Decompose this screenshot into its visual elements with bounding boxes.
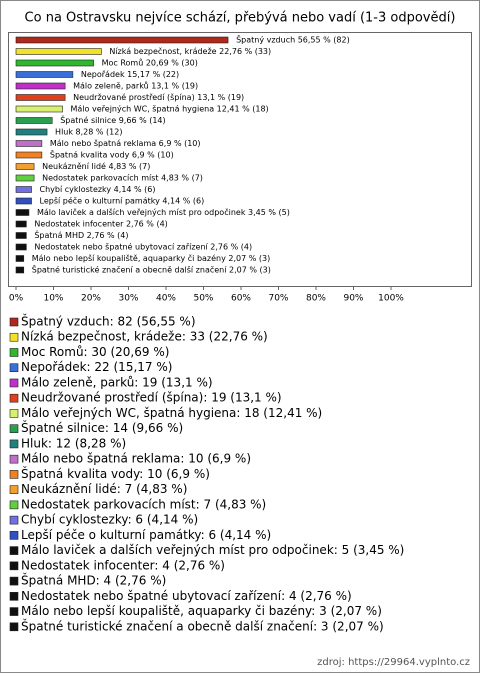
source: zdroj: https://29964.vyplnto.cz [317, 657, 470, 668]
bar-label: Málo nebo špatná reklama 6,9 % (10) [50, 138, 201, 148]
bar-label: Málo veřejných WC, špatná hygiena 12,41 … [71, 104, 269, 114]
bar-label: Málo laviček a dalších veřejných míst pr… [37, 207, 290, 217]
legend-label: Špatný vzduch: 82 (56,55 %) [21, 314, 196, 329]
legend-label: Špatné turistické značení a obecně další… [21, 618, 384, 633]
x-tick-label: 50% [193, 294, 213, 304]
x-tick-label: 70% [268, 294, 288, 304]
bar-label: Neudržované prostředí (špína) 13,1 % (19… [73, 92, 244, 102]
bar [15, 220, 27, 228]
legend-swatch [9, 607, 19, 616]
bar [15, 117, 53, 124]
legend-label: Lepší péče o kulturní památky: 6 (4,14 %… [21, 528, 271, 542]
bar-label: Špatná kvalita vody 6,9 % (10) [50, 149, 174, 160]
bar [15, 255, 25, 262]
legend-label: Málo nebo lepší koupaliště, aquaparky či… [21, 604, 382, 618]
legend-swatch [9, 378, 19, 388]
bar [15, 151, 43, 159]
legend-swatch [9, 363, 19, 373]
legend-swatch [9, 454, 19, 464]
bar [15, 163, 35, 170]
x-tick-label: 100% [378, 294, 404, 304]
x-tick-label: 30% [118, 294, 138, 304]
legend-swatch [9, 424, 19, 433]
bar [15, 186, 32, 193]
bar [15, 36, 229, 44]
bar [15, 94, 66, 101]
legend-swatch [9, 515, 19, 525]
legend-label: Moc Romů: 30 (20,69 %) [21, 345, 169, 359]
bar-label: Nedostatek nebo špatné ubytovací zařízen… [34, 242, 252, 252]
bar [15, 105, 63, 113]
bar [15, 266, 25, 274]
legend-label: Neukáznění lidé: 7 (4,83 %) [21, 482, 187, 496]
legend-swatch [9, 470, 19, 479]
bar [15, 71, 74, 78]
legend-swatch [9, 317, 19, 327]
legend-swatch [9, 546, 19, 555]
bar-label: Moc Romů 20,69 % (30) [102, 58, 198, 68]
legend-swatch [9, 592, 19, 601]
legend-label: Špatné silnice: 14 (9,66 %) [21, 420, 183, 435]
legend-label: Nedostatek nebo špatné ubytovací zařízen… [21, 589, 352, 603]
bar-label: Málo nebo lepší koupaliště, aquaparky či… [32, 253, 270, 263]
chart-title: Co na Ostravsku nejvíce schází, přebývá … [25, 11, 456, 26]
bar [15, 232, 27, 239]
bar-label: Nedostatek infocenter 2,76 % (4) [34, 220, 167, 229]
bar [15, 243, 27, 251]
legend-label: Málo veřejných WC, špatná hygiena: 18 (1… [21, 406, 322, 420]
legend-label: Nedostatek infocenter: 4 (2,76 %) [21, 558, 225, 572]
bar-label: Špatná MHD 2,76 % (4) [34, 229, 128, 240]
legend-swatch [9, 332, 19, 342]
bar-label: Málo zeleně, parků 13,1 % (19) [73, 81, 198, 91]
bar [15, 140, 43, 147]
bar-label: Nedostatek parkovacích míst 4,83 % (7) [42, 174, 203, 183]
legend-swatch [9, 393, 19, 403]
legend-label: Nízká bezpečnost, krádeže: 33 (22,76 %) [21, 330, 268, 344]
legend-swatch [9, 622, 19, 632]
bar-label: Nízká bezpečnost, krádeže 22,76 % (33) [109, 46, 271, 56]
legend-label: Málo zeleně, parků: 19 (13,1 %) [21, 375, 213, 389]
legend-label: Špatná MHD: 4 (2,76 %) [21, 573, 166, 588]
bar [15, 128, 48, 136]
legend-swatch [9, 500, 19, 510]
x-tick-label: 40% [156, 294, 176, 304]
x-tick-label: 20% [81, 294, 101, 304]
legend-label: Nepořádek: 22 (15,17 %) [21, 360, 172, 374]
bar [15, 174, 35, 182]
legend-label: Nedostatek parkovacích míst: 7 (4,83 %) [21, 497, 266, 511]
bar-label: Hluk 8,28 % (12) [55, 128, 122, 137]
bar [15, 197, 32, 205]
legend-swatch [9, 485, 19, 494]
bar [15, 82, 66, 90]
plot-area [8, 32, 472, 287]
bar [15, 48, 102, 55]
x-tick-label: 60% [231, 294, 251, 304]
bar-label: Nepořádek 15,17 % (22) [81, 70, 179, 79]
legend-swatch [9, 348, 19, 357]
bar [15, 209, 30, 216]
legend-label: Málo nebo špatná reklama: 10 (6,9 %) [21, 452, 251, 466]
x-tick-label: 90% [343, 294, 363, 304]
bar-label: Špatný vzduch 56,55 % (82) [236, 34, 350, 45]
legend-swatch [9, 531, 19, 540]
legend-label: Neudržované prostředí (špína): 19 (13,1 … [21, 391, 282, 405]
legend-label: Špatná kvalita vody: 10 (6,9 %) [21, 466, 210, 481]
legend-label: Málo laviček a dalších veřejných míst pr… [21, 543, 404, 557]
bar-label: Neukáznění lidé 4,83 % (7) [42, 161, 150, 171]
legend-label: Chybí cyklostezky: 6 (4,14 %) [21, 513, 198, 527]
legend-swatch [9, 409, 19, 418]
bar-label: Špatné turistické značení a obecně další… [32, 264, 271, 275]
x-tick-label: 0% [9, 294, 24, 304]
x-tick-label: 80% [306, 294, 326, 304]
bar-label: Chybí cyklostezky 4,14 % (6) [40, 185, 156, 194]
bar [15, 59, 94, 67]
legend-swatch [9, 561, 19, 571]
bar-label: Špatné silnice 9,66 % (14) [60, 114, 165, 125]
legend-swatch [9, 439, 19, 449]
legend-swatch [9, 576, 19, 586]
legend-label: Hluk: 12 (8,28 %) [21, 436, 126, 450]
bar-label: Lepší péče o kulturní památky 4,14 % (6) [40, 196, 205, 206]
x-tick-label: 10% [43, 294, 63, 304]
